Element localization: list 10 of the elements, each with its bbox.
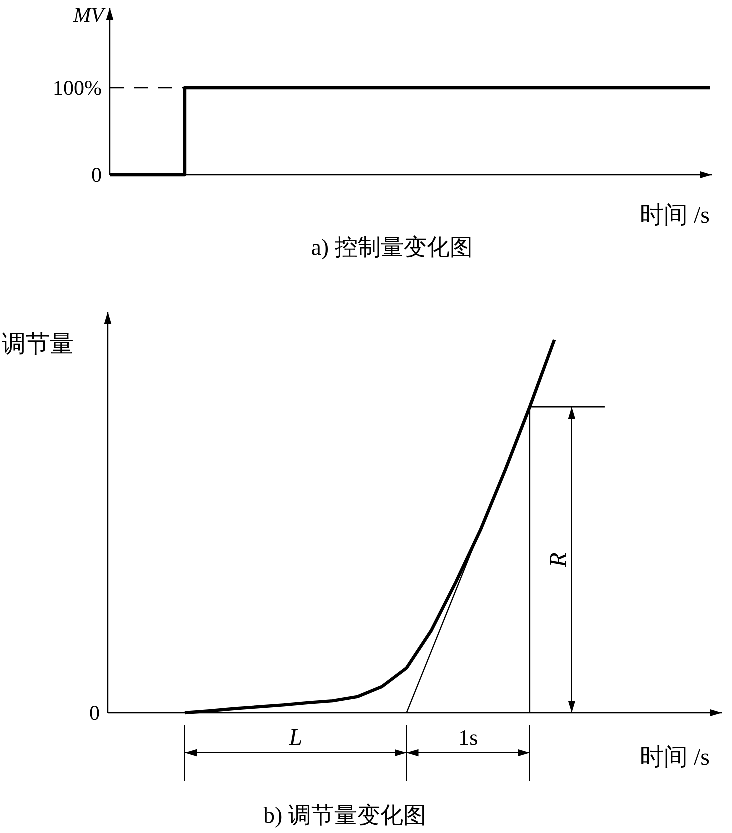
y-axis-title: MV <box>72 3 106 27</box>
x-axis-title: 时间 /s <box>640 203 710 229</box>
text: L <box>288 725 303 751</box>
text: b) 调节量变化图 <box>264 803 426 828</box>
y-axis-title: 调节量 <box>2 332 74 358</box>
text: 1s <box>458 725 478 750</box>
x-axis-title: 时间 /s <box>640 745 710 771</box>
y-tick-label: 100% <box>53 76 102 100</box>
text: a) 控制量变化图 <box>311 235 473 260</box>
annotation: R <box>546 552 572 568</box>
